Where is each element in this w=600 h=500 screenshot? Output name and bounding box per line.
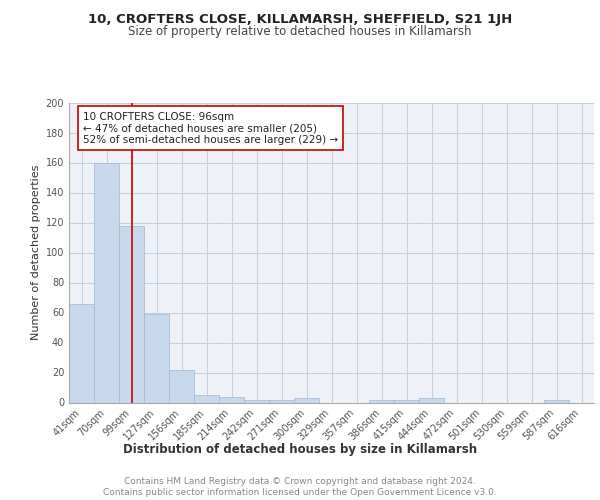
Bar bbox=[219, 396, 244, 402]
Bar bbox=[269, 400, 294, 402]
Text: 10, CROFTERS CLOSE, KILLAMARSH, SHEFFIELD, S21 1JH: 10, CROFTERS CLOSE, KILLAMARSH, SHEFFIEL… bbox=[88, 12, 512, 26]
Bar bbox=[294, 398, 319, 402]
Text: Contains HM Land Registry data © Crown copyright and database right 2024.
Contai: Contains HM Land Registry data © Crown c… bbox=[103, 478, 497, 497]
Text: Size of property relative to detached houses in Killamarsh: Size of property relative to detached ho… bbox=[128, 25, 472, 38]
Bar bbox=[244, 400, 269, 402]
Bar bbox=[119, 226, 144, 402]
Bar bbox=[194, 395, 219, 402]
Y-axis label: Number of detached properties: Number of detached properties bbox=[31, 165, 41, 340]
Bar bbox=[69, 304, 94, 402]
Bar bbox=[369, 400, 394, 402]
Bar bbox=[544, 400, 569, 402]
Bar bbox=[419, 398, 444, 402]
Bar bbox=[394, 400, 419, 402]
Text: Distribution of detached houses by size in Killamarsh: Distribution of detached houses by size … bbox=[123, 442, 477, 456]
Bar bbox=[94, 162, 119, 402]
Bar bbox=[169, 370, 194, 402]
Text: 10 CROFTERS CLOSE: 96sqm
← 47% of detached houses are smaller (205)
52% of semi-: 10 CROFTERS CLOSE: 96sqm ← 47% of detach… bbox=[83, 112, 338, 144]
Bar bbox=[144, 314, 169, 402]
